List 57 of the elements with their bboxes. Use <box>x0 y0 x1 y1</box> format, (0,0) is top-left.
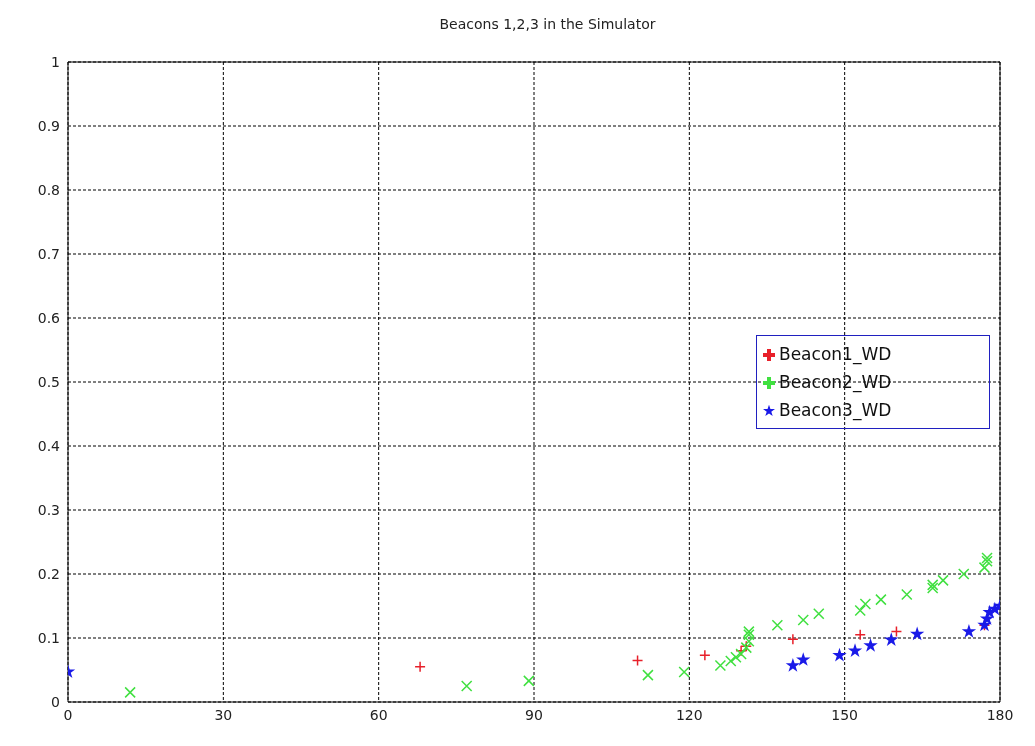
x-tick-label: 60 <box>369 706 388 723</box>
point <box>631 654 644 667</box>
point <box>796 652 811 666</box>
point <box>797 614 809 626</box>
point <box>787 633 799 646</box>
x-tick-label: 0 <box>63 706 73 723</box>
point <box>854 604 866 617</box>
y-tick-label: 0.6 <box>37 309 61 326</box>
point <box>730 651 742 663</box>
point <box>859 598 872 610</box>
point <box>884 632 899 647</box>
point <box>714 659 727 672</box>
point <box>978 561 991 574</box>
x-tick-label: 30 <box>214 706 233 723</box>
point <box>785 657 801 672</box>
point <box>875 593 887 606</box>
y-tick-label: 1 <box>51 53 60 70</box>
y-tick-label: 0.3 <box>37 501 60 518</box>
point <box>725 655 737 667</box>
y-tick-label: 0.5 <box>37 373 60 390</box>
point <box>678 666 690 678</box>
point <box>743 625 755 638</box>
chart-title: Beacons 1,2,3 in the Simulator <box>438 16 657 32</box>
point <box>863 638 878 652</box>
point <box>743 629 755 641</box>
point <box>958 568 970 580</box>
point <box>771 619 784 631</box>
point <box>961 624 977 638</box>
point <box>813 607 825 620</box>
y-tick-label: 0 <box>51 693 60 710</box>
y-tick-label: 0.1 <box>37 629 60 646</box>
point <box>847 643 863 657</box>
y-tick-label: 0.7 <box>37 245 60 262</box>
point <box>460 680 473 692</box>
point <box>699 649 711 662</box>
y-tick-label: 0.8 <box>37 181 60 198</box>
legend-label: Beacon1_WD <box>779 344 892 364</box>
y-tick-label: 0.2 <box>37 565 60 582</box>
point <box>854 629 866 641</box>
x-tick-label: 180 <box>986 706 1014 723</box>
legend-label: Beacon3_WD <box>779 400 892 420</box>
point <box>909 626 925 641</box>
point <box>642 669 654 681</box>
point <box>523 675 535 687</box>
point <box>832 647 847 662</box>
x-tick-label: 120 <box>675 706 703 723</box>
point <box>414 661 426 673</box>
y-tick-label: 0.4 <box>37 437 61 454</box>
point <box>890 625 903 638</box>
point <box>743 635 755 647</box>
point <box>937 574 949 587</box>
point <box>901 588 913 601</box>
point <box>124 686 136 699</box>
y-tick-label: 0.9 <box>37 117 60 134</box>
x-tick-label: 90 <box>525 706 543 723</box>
x-tick-label: 150 <box>831 706 859 723</box>
legend-label: Beacon2_WD <box>779 372 892 392</box>
